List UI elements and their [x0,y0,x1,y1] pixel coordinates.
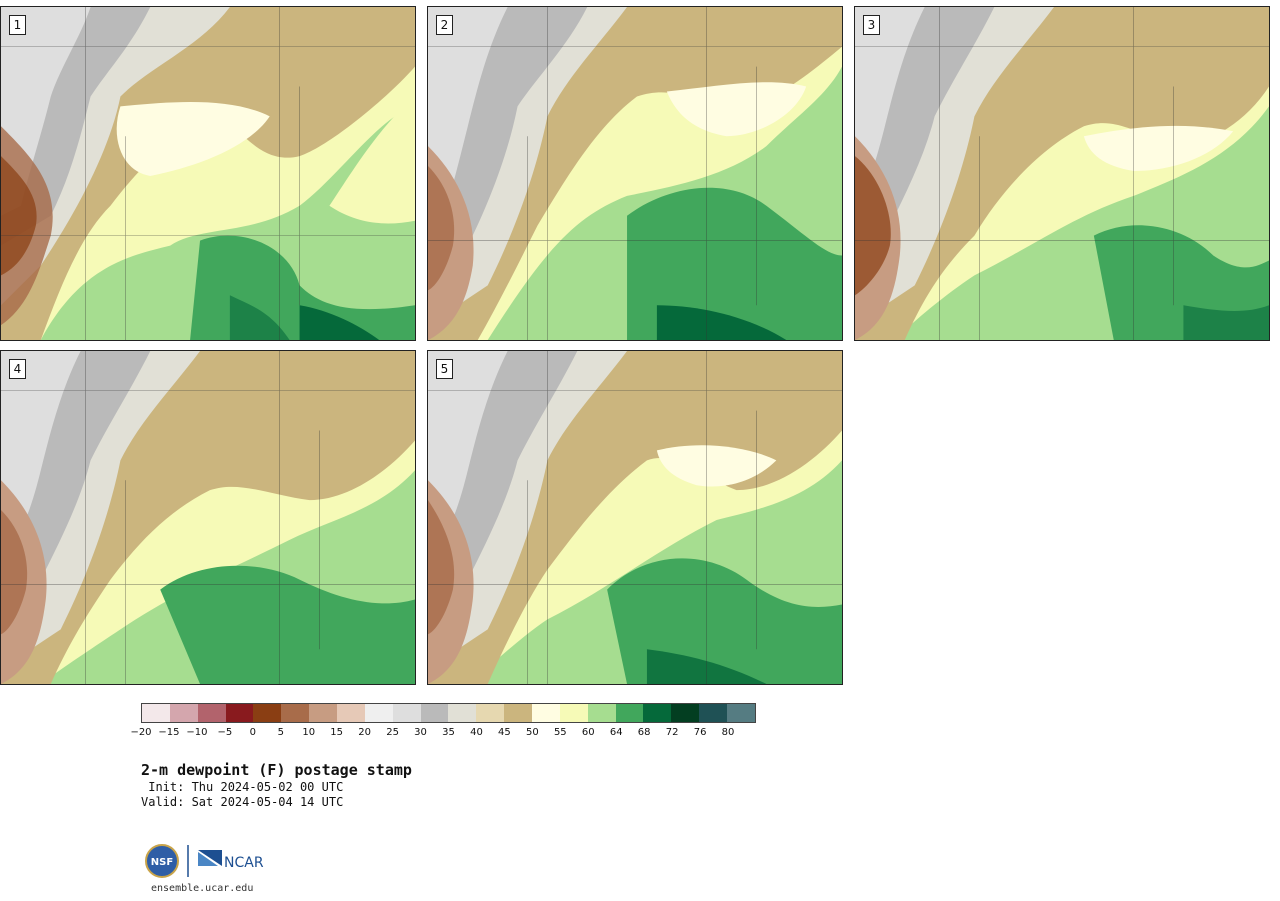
colorbar-swatch [559,704,588,722]
colorbar-tick-label: 25 [386,727,399,738]
colorbar-tick-label: 30 [414,727,427,738]
valid-time: Valid: Sat 2024-05-04 14 UTC [141,795,344,809]
dewpoint-map-1 [1,7,415,340]
colorbar [141,703,756,723]
colorbar-swatch [587,704,616,722]
colorbar-swatch [671,704,700,722]
ncar-logo-text: NCAR [224,855,264,871]
panel-number-label: 1 [9,15,26,35]
nsf-ncar-logos: NSF NCAR [145,844,264,878]
colorbar-tick-label: 20 [358,727,371,738]
colorbar-tick-label: 45 [498,727,511,738]
colorbar-swatch [309,704,338,722]
colorbar-tick-label: 50 [525,727,539,738]
colorbar-tick-label: 68 [637,727,651,738]
map-panel-4: 4 [0,350,416,685]
panel-number-label: 2 [436,15,453,35]
colorbar-tick-labels: −20 −15 −10 −5 0 5 10 15 20 25 30 35 40 45 50 55 60 64 68 7… [130,727,756,741]
colorbar-tick-label: 55 [553,727,567,738]
colorbar-swatch [420,704,449,722]
colorbar-tick-label: 15 [330,727,344,738]
map-panel-2: 2 [427,6,843,341]
colorbar-swatch [727,704,755,722]
colorbar-swatch [504,704,533,722]
colorbar-tick-label: 72 [665,727,679,738]
colorbar-swatch [197,704,226,722]
colorbar-tick-label: 60 [581,727,595,738]
colorbar-tick-label: 0 [249,727,256,738]
colorbar-tick-label: −10 [186,727,208,738]
colorbar-tick-label: −5 [217,727,233,738]
map-panel-3: 3 [854,6,1270,341]
colorbar-swatch [532,704,560,722]
colorbar-swatch [448,704,477,722]
colorbar-swatch [364,704,393,722]
site-url: ensemble.ucar.edu [151,883,254,894]
colorbar-swatch [643,704,672,722]
colorbar-swatch [281,704,310,722]
colorbar-tick-label: 80 [721,727,735,738]
colorbar-tick-label: −15 [158,727,180,738]
colorbar-tick-label: 40 [470,727,483,738]
dewpoint-map-2 [428,7,842,340]
panel-number-label: 5 [436,359,453,379]
dewpoint-map-4 [1,351,415,684]
nsf-logo-text: NSF [151,857,173,868]
chart-title: 2-m dewpoint (F) postage stamp [141,761,412,779]
colorbar-swatch [142,704,170,722]
colorbar-tick-label: 35 [442,727,455,738]
map-panel-5: 5 [427,350,843,685]
colorbar-swatch [253,704,282,722]
colorbar-swatch [337,704,365,722]
colorbar-swatch [615,704,644,722]
dewpoint-map-5 [428,351,842,684]
dewpoint-map-3 [855,7,1269,340]
colorbar-swatch [392,704,421,722]
panel-number-label: 3 [863,15,880,35]
colorbar-tick-label: 5 [277,727,284,738]
colorbar-tick-label: 64 [609,727,623,738]
colorbar-swatch [225,704,254,722]
init-time: Init: Thu 2024-05-02 00 UTC [141,780,344,794]
colorbar-swatch [169,704,198,722]
colorbar-swatch [699,704,728,722]
colorbar-swatch [476,704,505,722]
colorbar-tick-label: 10 [302,727,316,738]
colorbar-tick-label: 76 [693,727,707,738]
map-panel-1: 1 [0,6,416,341]
colorbar-tick-label: −20 [130,727,152,738]
panel-number-label: 4 [9,359,26,379]
